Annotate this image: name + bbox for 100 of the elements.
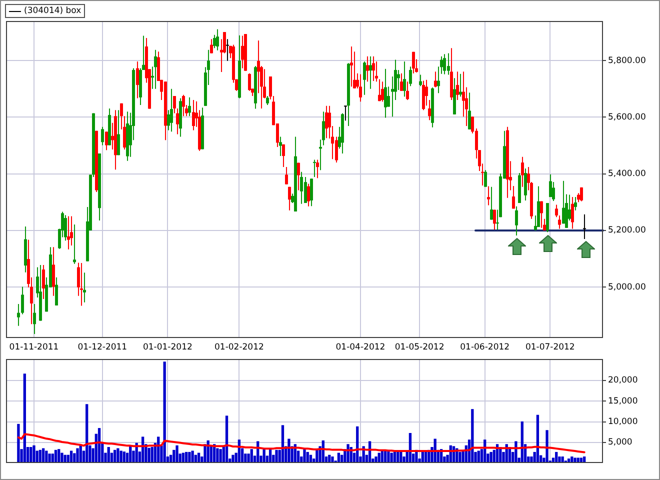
candlestick [524,168,527,201]
bar [262,449,266,463]
candlestick [313,159,316,178]
bar [530,456,533,463]
candlestick [487,186,490,206]
candlestick [555,204,558,218]
candlestick [248,72,251,92]
candlestick [170,88,173,132]
bar [574,458,576,463]
bar [232,454,234,463]
candlestick [136,60,139,99]
candlestick [335,136,338,164]
candlestick [412,51,415,74]
candlestick [55,276,58,306]
candlestick [366,56,369,82]
bar [191,450,194,463]
y-tick-label: 5,200.00 [608,226,646,236]
x-tick-label: 01-11-2011 [9,342,59,352]
candlestick [210,38,213,54]
candlestick [549,174,552,198]
candlestick [574,196,577,211]
candlestick [387,86,390,108]
candlestick [419,74,422,87]
candlestick [316,159,319,179]
bar [188,452,191,463]
candlestick [21,286,24,315]
bar [23,374,26,463]
candlestick [288,186,291,211]
candlestick [350,46,353,88]
candlestick [307,183,310,207]
candlestick [515,206,518,236]
candlestick [188,96,191,117]
bar [402,456,406,463]
candlestick [540,200,543,228]
candlestick [154,49,157,90]
bar [219,449,222,463]
x-tick-label: 01-02-2012 [214,342,264,352]
candlestick [384,68,387,118]
bar [116,448,120,463]
bar [514,441,518,463]
candlestick [363,60,366,96]
candlestick [300,171,303,204]
bar [48,454,51,463]
candlestick [117,110,120,156]
candlestick [285,166,288,185]
bar [558,456,561,463]
candlestick [73,224,76,264]
candlestick [266,96,269,106]
bar [390,452,393,463]
candlestick [425,79,428,106]
candlestick [378,78,381,102]
candlestick [70,216,73,246]
bar [64,454,66,463]
candlestick [484,170,487,188]
candlestick [279,136,282,157]
x-tick-label: 01-12-2011 [78,342,128,352]
candlestick [101,126,104,146]
x-tick-label: 01-07-2012 [525,342,575,352]
candlestick [17,304,20,326]
candlestick [67,216,70,250]
bar [216,448,219,463]
candlestick [428,99,431,121]
candlestick [583,214,586,240]
text: (304014) box [24,6,82,16]
candlestick [369,56,372,90]
x-tick-label: 01-06-2012 [460,342,510,352]
candlestick [325,105,328,139]
bar [490,452,492,463]
candlestick [580,186,583,202]
candlestick [372,56,375,82]
candlestick [456,71,459,100]
candlestick [490,186,493,220]
candlestick [375,60,378,82]
candlestick [521,156,524,188]
candlestick [105,131,108,151]
candlestick [552,182,555,202]
candlestick [192,99,195,131]
bar [120,450,122,463]
candlestick [406,81,409,100]
bar [45,450,48,463]
y-tick-label: 5,000.00 [608,282,646,292]
x-tick-label: 01-05-2012 [394,342,444,352]
candlestick [571,196,574,230]
candlestick [403,60,406,98]
candlestick [282,144,285,168]
bar [331,456,334,463]
y-tick-label: 5,800.00 [608,56,646,66]
y-tick-label: 5,600.00 [608,112,646,122]
candlestick [33,304,36,335]
candlestick [182,94,185,117]
candlestick [493,209,496,230]
candlestick [344,105,347,122]
bar [288,438,290,463]
candlestick [173,96,176,114]
candlestick [226,38,229,62]
candlestick [562,180,565,224]
candlestick [381,81,384,102]
bar [76,448,79,463]
y-tick-label: 20,000 [608,376,638,386]
x-tick-label: 01-01-2012 [142,342,192,352]
